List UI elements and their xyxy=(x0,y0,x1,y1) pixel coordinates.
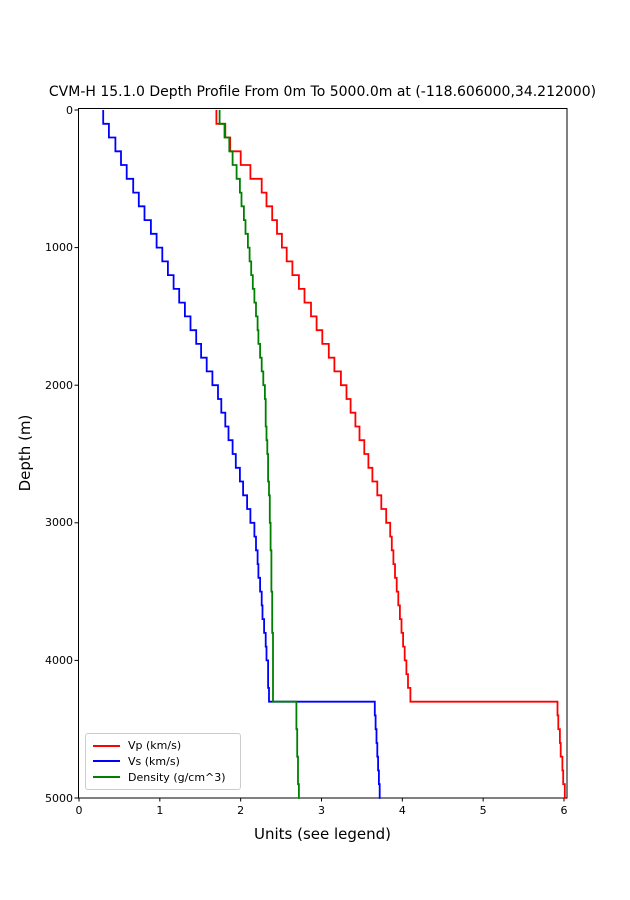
x-tick-label: 4 xyxy=(398,804,406,817)
profile-line-2 xyxy=(218,110,300,799)
legend-label-vp: Vp (km/s) xyxy=(128,739,182,753)
y-tick-label: 4000 xyxy=(45,653,73,667)
x-tick-label: 1 xyxy=(156,804,164,817)
profile-line-0 xyxy=(215,110,567,799)
x-tick-label: 6 xyxy=(560,804,568,817)
x-tick-label: 5 xyxy=(479,804,487,817)
y-tick-label: 2000 xyxy=(45,378,73,392)
y-tick-label: 1000 xyxy=(45,241,73,255)
legend-line-vp-swatch xyxy=(93,744,120,747)
x-axis-label: Units (see legend) xyxy=(253,825,392,843)
legend: Vp (km/s) Vs (km/s) Density (g/cm^3) xyxy=(85,733,241,790)
legend-line-density-swatch xyxy=(93,776,120,779)
y-tick-label: 5000 xyxy=(45,791,73,805)
legend-entry-vs: Vs (km/s) xyxy=(93,755,233,768)
legend-label-density: Density (g/cm^3) xyxy=(128,770,226,784)
legend-entry-vp: Vp (km/s) xyxy=(93,739,233,752)
x-tick-label: 2 xyxy=(237,804,245,817)
profile-line-1 xyxy=(102,110,381,799)
y-tick-label: 0 xyxy=(66,103,73,117)
chart-title: CVM-H 15.1.0 Depth Profile From 0m To 50… xyxy=(48,84,597,100)
axes-box xyxy=(78,108,568,799)
legend-entry-density: Density (g/cm^3) xyxy=(93,771,233,784)
x-tick-label: 3 xyxy=(317,804,325,817)
y-tick-label: 3000 xyxy=(45,516,73,530)
legend-line-vs-swatch xyxy=(93,760,120,763)
legend-label-vs: Vs (km/s) xyxy=(128,754,180,768)
x-tick-label: 0 xyxy=(75,804,83,817)
